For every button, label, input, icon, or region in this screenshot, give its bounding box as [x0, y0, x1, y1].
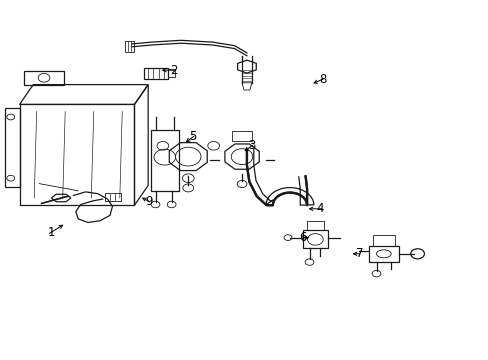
Text: 4: 4 [316, 202, 324, 215]
Text: 5: 5 [189, 130, 197, 143]
Text: 6: 6 [299, 231, 306, 244]
Text: 8: 8 [318, 73, 326, 86]
Text: 2: 2 [169, 64, 177, 77]
Text: 7: 7 [355, 247, 363, 260]
Text: 1: 1 [47, 226, 55, 239]
Text: 9: 9 [145, 195, 153, 208]
Text: 3: 3 [247, 139, 255, 152]
